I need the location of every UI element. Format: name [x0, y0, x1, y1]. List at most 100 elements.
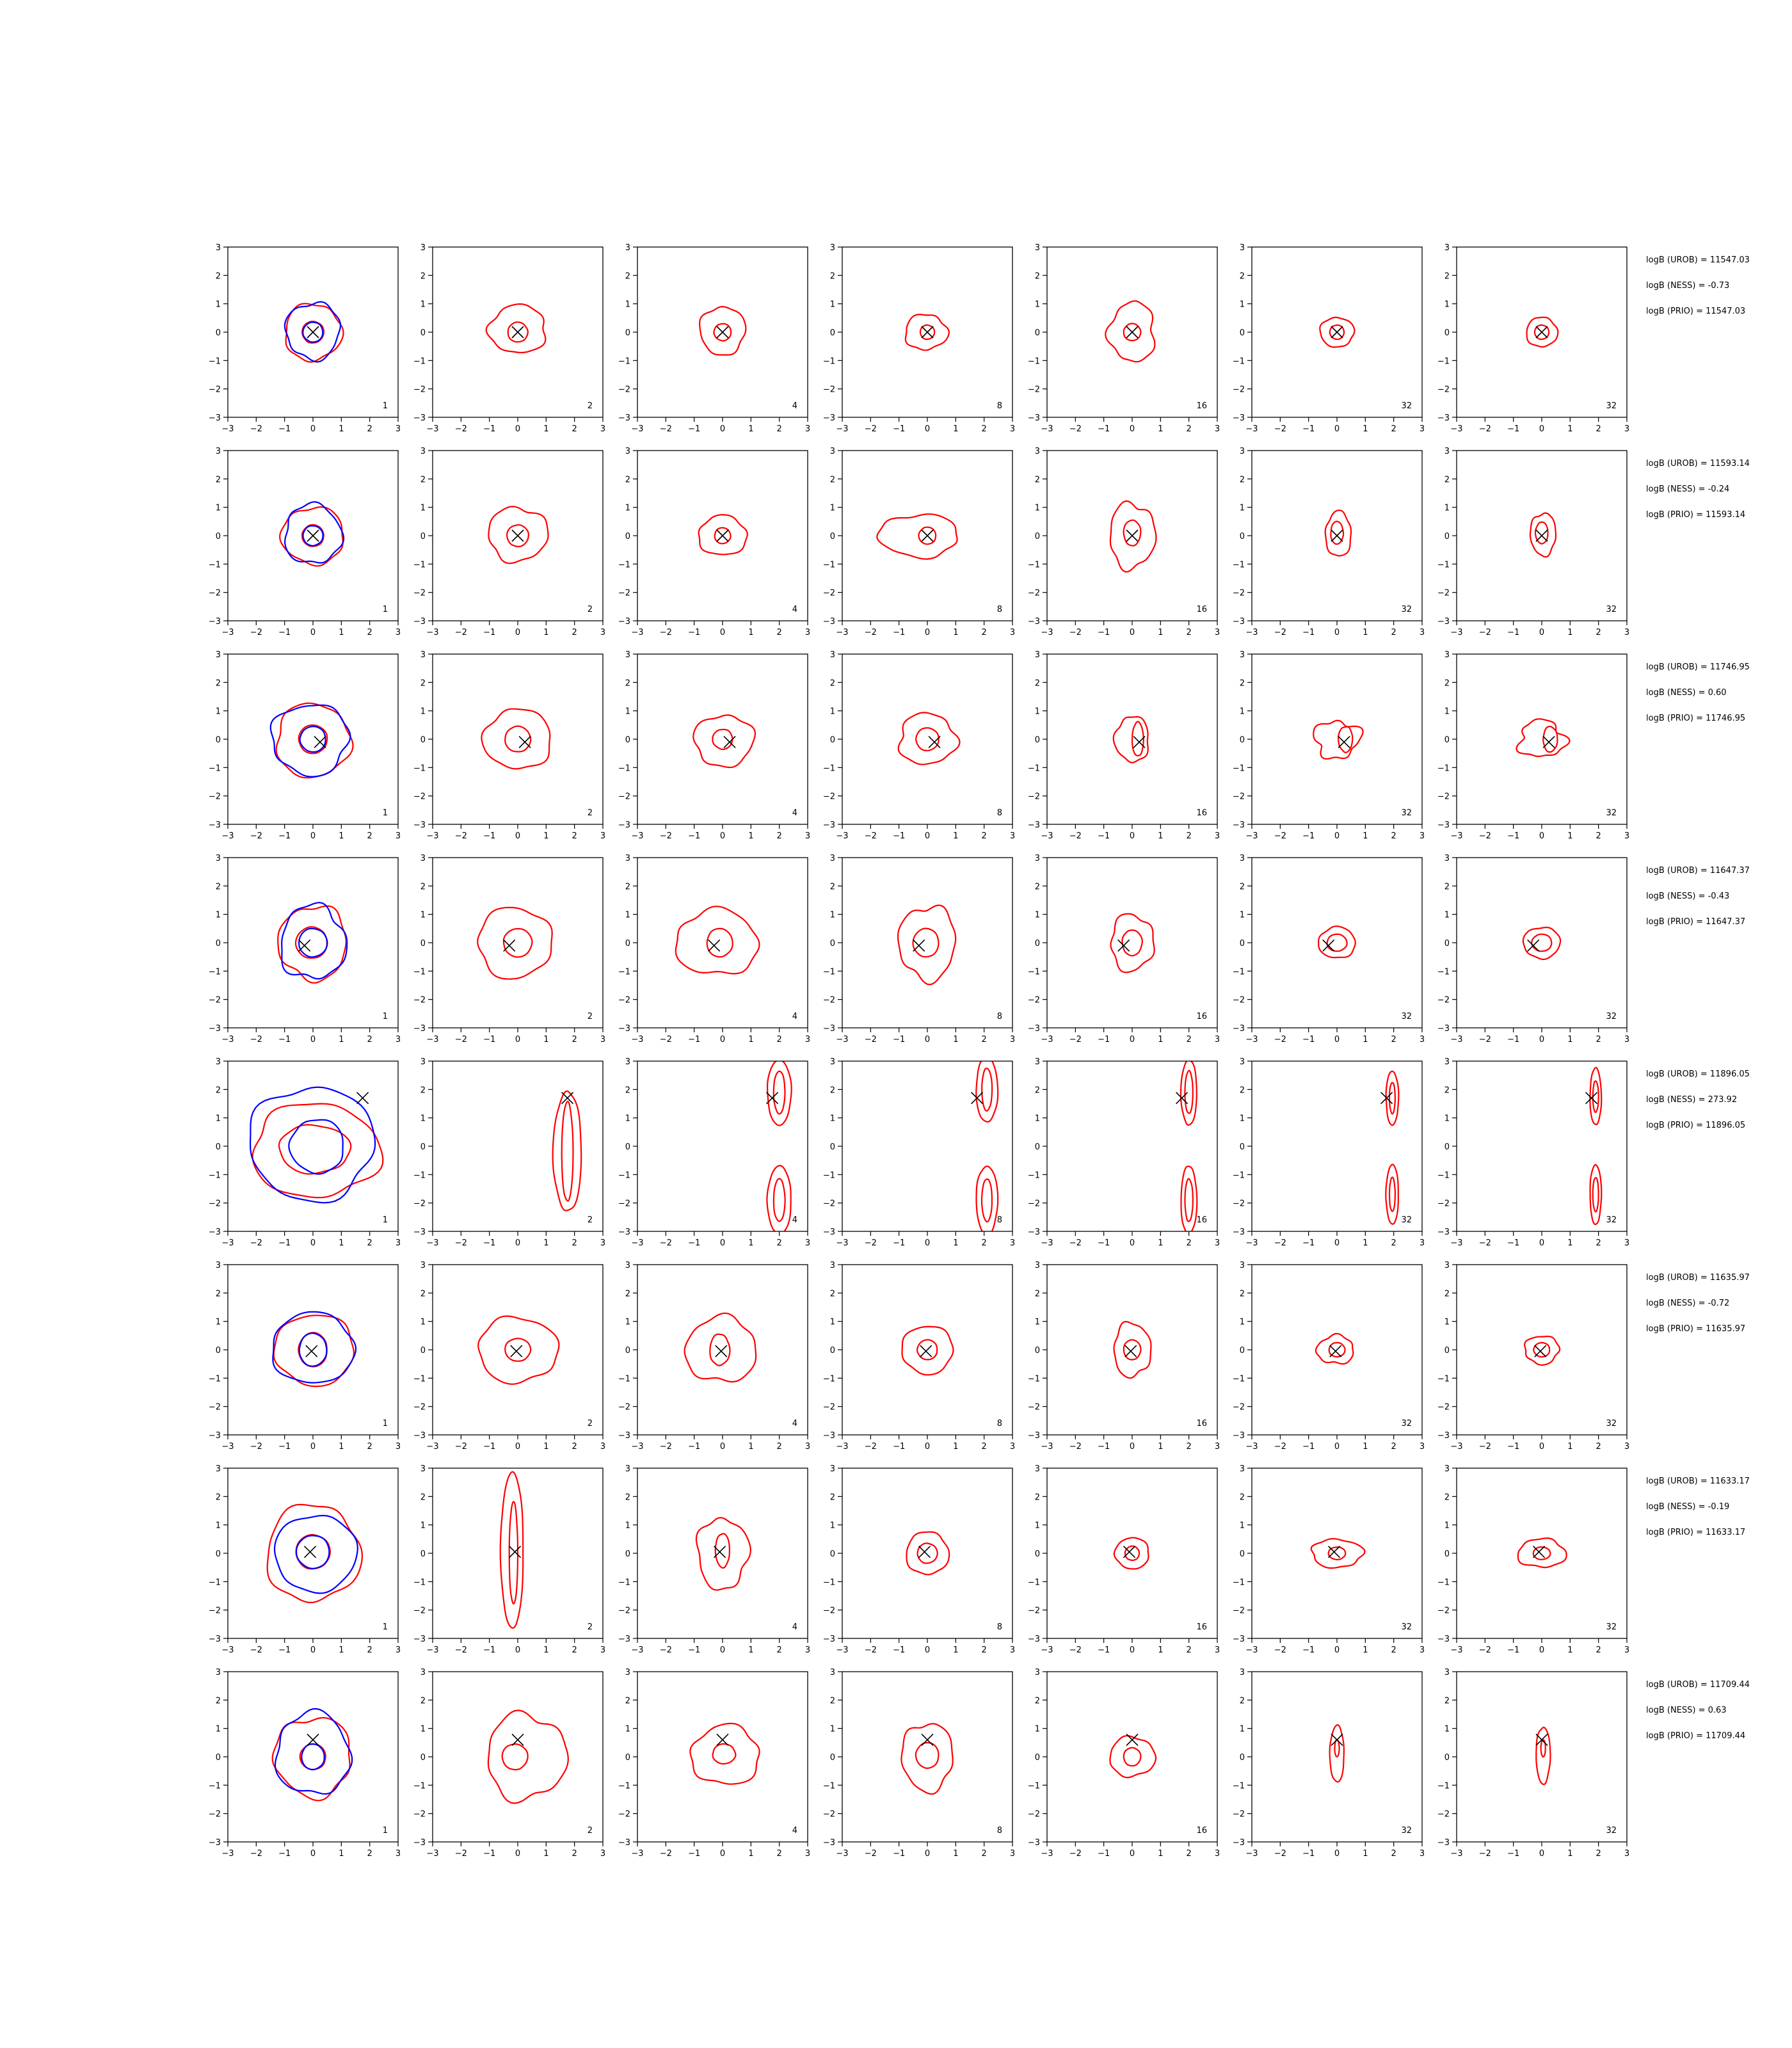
- y-tick-label: 2: [1444, 1289, 1450, 1299]
- x-tick-label: 3: [600, 1849, 605, 1859]
- x-tick-label: −1: [1302, 831, 1315, 841]
- x-tick-label: −3: [426, 1645, 438, 1655]
- x-tick-label: 2: [367, 1849, 372, 1859]
- y-tick-label: 3: [1035, 243, 1040, 253]
- panel-r4-c5: −3−3 −2 −2 −1 −1 0 0 1 1 2 2 3 3 16: [1028, 854, 1220, 1044]
- y-tick-label: −2: [1028, 1403, 1040, 1412]
- y-tick-label: 0: [216, 1753, 221, 1763]
- red-contour: [1592, 1176, 1599, 1213]
- x-tick-label: −2: [1274, 1238, 1286, 1248]
- red-contour: [485, 303, 547, 353]
- x-tick-label: −2: [250, 1442, 262, 1452]
- y-tick-label: 0: [1240, 939, 1245, 948]
- x-tick-label: 2: [572, 1238, 577, 1248]
- x-tick-label: −2: [1479, 1645, 1491, 1655]
- x-tick-label: −3: [221, 1645, 234, 1655]
- y-tick-label: 3: [625, 854, 630, 863]
- x-tick-label: 1: [1567, 831, 1572, 841]
- y-tick-label: −2: [1233, 996, 1245, 1005]
- panel-count-label: 16: [1196, 1419, 1207, 1428]
- panel-r1-c5: −3−3 −2 −2 −1 −1 0 0 1 1 2 2 3 3 16: [1028, 243, 1220, 434]
- contour-group: [1313, 719, 1364, 760]
- y-tick-label: 2: [830, 271, 835, 281]
- y-tick-label: −3: [1233, 617, 1245, 627]
- y-tick-label: 2: [625, 475, 630, 484]
- y-tick-label: −1: [823, 560, 835, 570]
- x-tick-label: 2: [777, 831, 782, 841]
- x-tick-label: −3: [631, 628, 643, 637]
- red-contour: [271, 1716, 351, 1802]
- y-tick-label: −1: [1437, 1374, 1450, 1384]
- y-tick-label: 1: [1240, 1114, 1245, 1124]
- y-tick-label: −2: [1028, 385, 1040, 395]
- red-contour: [919, 324, 936, 340]
- red-contour: [766, 1165, 792, 1231]
- blue-contour: [272, 1311, 357, 1384]
- x-marker: [921, 1733, 934, 1746]
- red-contour: [1388, 1082, 1396, 1115]
- y-tick-label: 0: [1240, 1142, 1245, 1152]
- y-tick-label: 0: [625, 1346, 630, 1356]
- y-tick-label: −3: [1233, 1024, 1245, 1034]
- blue-contour: [302, 321, 324, 343]
- panel-r7-c2: −3−3 −2 −2 −1 −1 0 0 1 1 2 2 3 3 2: [413, 1464, 605, 1655]
- y-tick-label: −2: [1233, 1606, 1245, 1616]
- red-contour: [1327, 1546, 1347, 1560]
- y-tick-label: 1: [216, 1521, 221, 1531]
- x-tick-label: −2: [865, 628, 877, 637]
- y-tick-label: 1: [1240, 1318, 1245, 1327]
- x-tick-label: 3: [805, 1645, 810, 1655]
- x-tick-label: 1: [1158, 1442, 1163, 1452]
- x-tick-label: −3: [1450, 1849, 1462, 1859]
- y-tick-label: 3: [830, 1464, 835, 1474]
- y-tick-label: −1: [1028, 764, 1040, 773]
- x-tick-label: 2: [777, 1442, 782, 1452]
- y-tick-label: 1: [625, 707, 630, 717]
- x-marker: [1133, 735, 1146, 748]
- x-marker: [1126, 529, 1139, 542]
- x-tick-label: 0: [515, 424, 520, 434]
- y-tick-label: 0: [1240, 1346, 1245, 1356]
- x-tick-label: 0: [925, 1238, 930, 1248]
- contour-group: [689, 1722, 760, 1785]
- y-tick-label: 1: [625, 1521, 630, 1531]
- x-tick-label: 2: [1596, 1442, 1601, 1452]
- contour-group: [975, 1061, 999, 1231]
- y-tick-label: 0: [420, 532, 426, 541]
- x-marker: [356, 1092, 369, 1105]
- y-tick-label: −2: [413, 1606, 426, 1616]
- panel-r2-c2: −3−3 −2 −2 −1 −1 0 0 1 1 2 2 3 3 2: [413, 447, 605, 637]
- x-tick-label: 1: [953, 628, 958, 637]
- panel-count-label: 16: [1196, 1826, 1207, 1836]
- x-tick-label: 1: [1158, 424, 1163, 434]
- contour-group: [488, 506, 549, 564]
- x-tick-label: 2: [1391, 424, 1396, 434]
- red-contour: [506, 524, 529, 548]
- x-tick-label: −2: [455, 831, 467, 841]
- panel-count-label: 2: [588, 1215, 593, 1225]
- contour-group: [1324, 509, 1352, 557]
- x-tick-label: 3: [805, 1442, 810, 1452]
- x-tick-label: 1: [748, 831, 753, 841]
- contour-group: [477, 1315, 560, 1385]
- contour-group: [906, 1531, 950, 1576]
- x-tick-label: 3: [1624, 831, 1629, 841]
- y-tick-label: −2: [1437, 1606, 1450, 1616]
- x-tick-label: 0: [1539, 831, 1544, 841]
- x-tick-label: 2: [1391, 831, 1396, 841]
- x-tick-label: 3: [1420, 831, 1425, 841]
- x-tick-label: −2: [1479, 1035, 1491, 1044]
- y-tick-label: −2: [209, 1810, 221, 1820]
- x-marker: [715, 1345, 728, 1357]
- logb-annotation: logB (UROB) = 11746.95: [1646, 662, 1750, 672]
- y-tick-label: 3: [1035, 854, 1040, 863]
- y-tick-label: −2: [413, 1199, 426, 1209]
- y-tick-label: 2: [625, 882, 630, 892]
- x-tick-label: 0: [310, 628, 316, 637]
- panel-count-label: 2: [588, 605, 593, 614]
- y-tick-label: −2: [618, 1810, 630, 1820]
- x-tick-label: 1: [748, 1238, 753, 1248]
- panel-count-label: 16: [1196, 1012, 1207, 1021]
- y-tick-label: 0: [830, 735, 835, 745]
- x-tick-label: −1: [688, 1442, 700, 1452]
